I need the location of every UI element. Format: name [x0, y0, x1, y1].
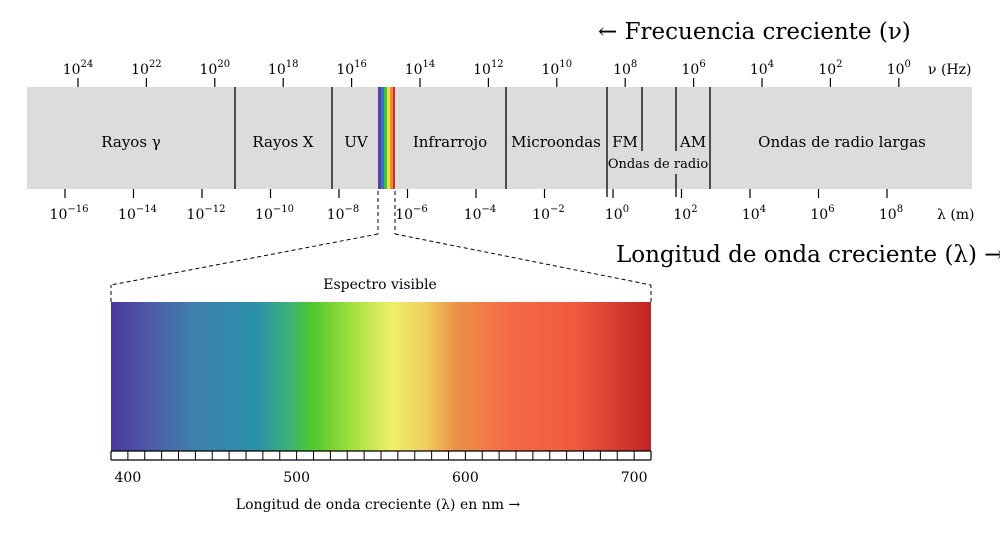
frequency-tick-label: 1022 [131, 59, 162, 78]
frequency-tick-label: 102 [818, 59, 842, 78]
frequency-tick-label: 1024 [63, 59, 94, 78]
frequency-tick-label: 1016 [336, 59, 367, 78]
frequency-tick-label: 1012 [473, 59, 504, 78]
frequency-tick-label: 104 [750, 59, 774, 78]
wavelength-tick-label: 10−2 [532, 204, 565, 223]
band-dividers [234, 87, 711, 197]
frequency-axis-labels: 1024 1022 1020 1018 1016 1014 1012 1010 108 106 10… [63, 59, 911, 78]
band-label-infrared: Infrarrojo [413, 133, 487, 151]
wavelength-tick-label: 10−10 [255, 204, 294, 223]
band-label-xray: Rayos X [252, 133, 314, 151]
visible-band-in-strip [378, 87, 395, 189]
frequency-tick-label: 1014 [405, 59, 436, 78]
visible-axis-label: Longitud de onda creciente (λ) en nm → [236, 497, 521, 513]
wavelength-tick-label: 102 [673, 204, 697, 223]
visible-spectrum-bracket [110, 285, 652, 302]
frequency-unit-label: ν (Hz) [928, 62, 971, 78]
frequency-tick-label: 1020 [200, 59, 231, 78]
frequency-tick-label: 108 [613, 59, 637, 78]
frequency-tick-label: 100 [887, 59, 911, 78]
frequency-tick-label: 1018 [268, 59, 299, 78]
wavelength-tick-label: 10−4 [464, 204, 497, 223]
wavelength-tick-label: 104 [742, 204, 766, 223]
nm-tick-label: 400 [115, 470, 142, 486]
nm-tick-label: 500 [283, 470, 310, 486]
zoom-connector [110, 191, 652, 286]
band-label-uv: UV [344, 133, 369, 151]
wavelength-axis-ticks [64, 189, 888, 198]
wavelength-tick-label: 10−14 [118, 204, 157, 223]
band-label-radio-waves: Ondas de radio [608, 157, 708, 172]
frequency-tick-label: 1010 [542, 59, 573, 78]
nm-minor-ticks [127, 451, 635, 460]
frequency-tick-label: 106 [681, 59, 705, 78]
visible-spectrum-gradient [111, 302, 651, 451]
band-label-fm: FM [612, 133, 638, 151]
wavelength-tick-label: 10−6 [395, 204, 428, 223]
wavelength-tick-label: 10−8 [327, 204, 360, 223]
band-label-microwave: Microondas [511, 133, 601, 151]
wavelength-tick-label: 10−16 [50, 204, 89, 223]
wavelength-title: Longitud de onda creciente (λ) → [616, 242, 1000, 268]
wavelength-tick-label: 106 [810, 204, 834, 223]
wavelength-unit-label: λ (m) [937, 207, 975, 223]
band-label-gamma: Rayos γ [101, 133, 161, 151]
wavelength-tick-label: 100 [605, 204, 629, 223]
wavelength-tick-label: 108 [879, 204, 903, 223]
wavelength-tick-label: 10−12 [187, 204, 226, 223]
band-label-long-radio: Ondas de radio largas [758, 133, 926, 151]
nm-tick-label: 600 [452, 470, 479, 486]
frequency-axis-ticks [77, 78, 900, 87]
visible-spectrum-title: Espectro visible [323, 277, 436, 293]
nm-tick-labels: 400 500 600 700 [115, 470, 648, 486]
nm-tick-label: 700 [621, 470, 648, 486]
wavelength-axis-labels: 10−16 10−14 10−12 10−10 10−8 10−6 10−4 10−2 100 1… [50, 204, 904, 223]
frequency-title: ← Frecuencia creciente (ν) [598, 19, 911, 45]
band-label-am: AM [679, 133, 706, 151]
spectrum-strip [27, 87, 972, 189]
